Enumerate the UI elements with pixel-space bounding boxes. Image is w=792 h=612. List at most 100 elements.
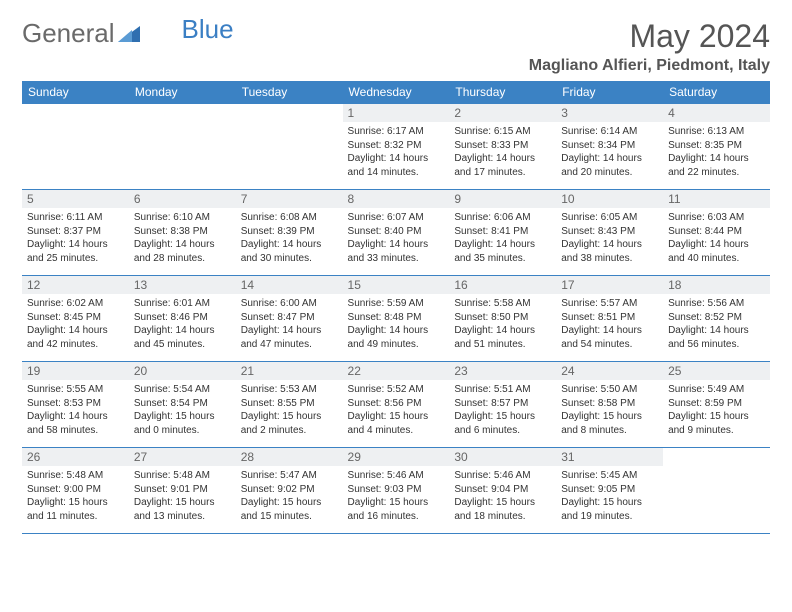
day-details: Sunrise: 5:54 AMSunset: 8:54 PMDaylight:… <box>129 380 236 441</box>
calendar-day-cell: 1Sunrise: 6:17 AMSunset: 8:32 PMDaylight… <box>343 104 450 190</box>
day-details: Sunrise: 5:53 AMSunset: 8:55 PMDaylight:… <box>236 380 343 441</box>
day-details: Sunrise: 5:55 AMSunset: 8:53 PMDaylight:… <box>22 380 129 441</box>
day-details: Sunrise: 6:05 AMSunset: 8:43 PMDaylight:… <box>556 208 663 269</box>
calendar-week-row: 19Sunrise: 5:55 AMSunset: 8:53 PMDayligh… <box>22 362 770 448</box>
calendar-week-row: 12Sunrise: 6:02 AMSunset: 8:45 PMDayligh… <box>22 276 770 362</box>
day-number: 31 <box>556 448 663 466</box>
calendar-day-cell: 3Sunrise: 6:14 AMSunset: 8:34 PMDaylight… <box>556 104 663 190</box>
calendar-day-cell: 5Sunrise: 6:11 AMSunset: 8:37 PMDaylight… <box>22 190 129 276</box>
day-details: Sunrise: 6:06 AMSunset: 8:41 PMDaylight:… <box>449 208 556 269</box>
day-details: Sunrise: 5:51 AMSunset: 8:57 PMDaylight:… <box>449 380 556 441</box>
day-number: 8 <box>343 190 450 208</box>
calendar-day-cell <box>663 448 770 534</box>
calendar-day-cell: 12Sunrise: 6:02 AMSunset: 8:45 PMDayligh… <box>22 276 129 362</box>
calendar-day-cell: 26Sunrise: 5:48 AMSunset: 9:00 PMDayligh… <box>22 448 129 534</box>
calendar-day-cell: 14Sunrise: 6:00 AMSunset: 8:47 PMDayligh… <box>236 276 343 362</box>
calendar-day-cell: 28Sunrise: 5:47 AMSunset: 9:02 PMDayligh… <box>236 448 343 534</box>
calendar-day-cell: 21Sunrise: 5:53 AMSunset: 8:55 PMDayligh… <box>236 362 343 448</box>
calendar-day-cell: 15Sunrise: 5:59 AMSunset: 8:48 PMDayligh… <box>343 276 450 362</box>
day-number: 18 <box>663 276 770 294</box>
logo-triangle-icon <box>118 18 140 49</box>
calendar-day-cell: 24Sunrise: 5:50 AMSunset: 8:58 PMDayligh… <box>556 362 663 448</box>
calendar-day-cell: 19Sunrise: 5:55 AMSunset: 8:53 PMDayligh… <box>22 362 129 448</box>
day-details: Sunrise: 6:07 AMSunset: 8:40 PMDaylight:… <box>343 208 450 269</box>
weekday-header: Monday <box>129 81 236 104</box>
day-number: 6 <box>129 190 236 208</box>
calendar-day-cell <box>22 104 129 190</box>
day-details: Sunrise: 5:57 AMSunset: 8:51 PMDaylight:… <box>556 294 663 355</box>
calendar-week-row: 1Sunrise: 6:17 AMSunset: 8:32 PMDaylight… <box>22 104 770 190</box>
calendar-day-cell: 22Sunrise: 5:52 AMSunset: 8:56 PMDayligh… <box>343 362 450 448</box>
day-details: Sunrise: 6:15 AMSunset: 8:33 PMDaylight:… <box>449 122 556 183</box>
day-number: 27 <box>129 448 236 466</box>
logo-text-2: Blue <box>182 14 234 45</box>
day-details: Sunrise: 6:03 AMSunset: 8:44 PMDaylight:… <box>663 208 770 269</box>
day-details: Sunrise: 5:52 AMSunset: 8:56 PMDaylight:… <box>343 380 450 441</box>
calendar-day-cell: 31Sunrise: 5:45 AMSunset: 9:05 PMDayligh… <box>556 448 663 534</box>
calendar-day-cell <box>236 104 343 190</box>
day-number: 2 <box>449 104 556 122</box>
day-number: 23 <box>449 362 556 380</box>
day-details: Sunrise: 6:00 AMSunset: 8:47 PMDaylight:… <box>236 294 343 355</box>
day-details: Sunrise: 5:59 AMSunset: 8:48 PMDaylight:… <box>343 294 450 355</box>
calendar-day-cell: 29Sunrise: 5:46 AMSunset: 9:03 PMDayligh… <box>343 448 450 534</box>
weekday-header: Sunday <box>22 81 129 104</box>
calendar-week-row: 5Sunrise: 6:11 AMSunset: 8:37 PMDaylight… <box>22 190 770 276</box>
day-details: Sunrise: 6:17 AMSunset: 8:32 PMDaylight:… <box>343 122 450 183</box>
logo: General Blue <box>22 18 234 49</box>
day-details: Sunrise: 6:11 AMSunset: 8:37 PMDaylight:… <box>22 208 129 269</box>
day-details: Sunrise: 6:10 AMSunset: 8:38 PMDaylight:… <box>129 208 236 269</box>
day-details: Sunrise: 5:47 AMSunset: 9:02 PMDaylight:… <box>236 466 343 527</box>
calendar-day-cell: 20Sunrise: 5:54 AMSunset: 8:54 PMDayligh… <box>129 362 236 448</box>
day-number: 11 <box>663 190 770 208</box>
day-number: 14 <box>236 276 343 294</box>
calendar-day-cell: 8Sunrise: 6:07 AMSunset: 8:40 PMDaylight… <box>343 190 450 276</box>
day-number: 24 <box>556 362 663 380</box>
day-details: Sunrise: 6:13 AMSunset: 8:35 PMDaylight:… <box>663 122 770 183</box>
day-details: Sunrise: 6:14 AMSunset: 8:34 PMDaylight:… <box>556 122 663 183</box>
day-number: 28 <box>236 448 343 466</box>
day-number: 15 <box>343 276 450 294</box>
logo-text-1: General <box>22 18 115 49</box>
day-details: Sunrise: 5:58 AMSunset: 8:50 PMDaylight:… <box>449 294 556 355</box>
day-details: Sunrise: 5:48 AMSunset: 9:01 PMDaylight:… <box>129 466 236 527</box>
weekday-header: Saturday <box>663 81 770 104</box>
calendar-day-cell: 2Sunrise: 6:15 AMSunset: 8:33 PMDaylight… <box>449 104 556 190</box>
day-details: Sunrise: 5:46 AMSunset: 9:04 PMDaylight:… <box>449 466 556 527</box>
weekday-header: Friday <box>556 81 663 104</box>
calendar-day-cell: 6Sunrise: 6:10 AMSunset: 8:38 PMDaylight… <box>129 190 236 276</box>
calendar-day-cell: 30Sunrise: 5:46 AMSunset: 9:04 PMDayligh… <box>449 448 556 534</box>
calendar-day-cell: 17Sunrise: 5:57 AMSunset: 8:51 PMDayligh… <box>556 276 663 362</box>
calendar-day-cell: 9Sunrise: 6:06 AMSunset: 8:41 PMDaylight… <box>449 190 556 276</box>
day-number: 16 <box>449 276 556 294</box>
day-number: 12 <box>22 276 129 294</box>
calendar-day-cell: 18Sunrise: 5:56 AMSunset: 8:52 PMDayligh… <box>663 276 770 362</box>
day-details: Sunrise: 5:50 AMSunset: 8:58 PMDaylight:… <box>556 380 663 441</box>
weekday-header-row: Sunday Monday Tuesday Wednesday Thursday… <box>22 81 770 104</box>
day-details: Sunrise: 5:56 AMSunset: 8:52 PMDaylight:… <box>663 294 770 355</box>
calendar-day-cell: 16Sunrise: 5:58 AMSunset: 8:50 PMDayligh… <box>449 276 556 362</box>
day-number: 5 <box>22 190 129 208</box>
weekday-header: Wednesday <box>343 81 450 104</box>
day-number: 29 <box>343 448 450 466</box>
day-number: 7 <box>236 190 343 208</box>
calendar-day-cell: 27Sunrise: 5:48 AMSunset: 9:01 PMDayligh… <box>129 448 236 534</box>
day-number: 13 <box>129 276 236 294</box>
weekday-header: Tuesday <box>236 81 343 104</box>
title-block: May 2024 Magliano Alfieri, Piedmont, Ita… <box>529 18 770 75</box>
day-details: Sunrise: 5:46 AMSunset: 9:03 PMDaylight:… <box>343 466 450 527</box>
day-number: 22 <box>343 362 450 380</box>
calendar-day-cell: 4Sunrise: 6:13 AMSunset: 8:35 PMDaylight… <box>663 104 770 190</box>
calendar-day-cell: 7Sunrise: 6:08 AMSunset: 8:39 PMDaylight… <box>236 190 343 276</box>
calendar-day-cell: 11Sunrise: 6:03 AMSunset: 8:44 PMDayligh… <box>663 190 770 276</box>
calendar-day-cell: 23Sunrise: 5:51 AMSunset: 8:57 PMDayligh… <box>449 362 556 448</box>
day-details: Sunrise: 6:01 AMSunset: 8:46 PMDaylight:… <box>129 294 236 355</box>
day-details: Sunrise: 5:48 AMSunset: 9:00 PMDaylight:… <box>22 466 129 527</box>
header: General Blue May 2024 Magliano Alfieri, … <box>22 18 770 75</box>
calendar-day-cell: 13Sunrise: 6:01 AMSunset: 8:46 PMDayligh… <box>129 276 236 362</box>
day-details: Sunrise: 5:45 AMSunset: 9:05 PMDaylight:… <box>556 466 663 527</box>
calendar-table: Sunday Monday Tuesday Wednesday Thursday… <box>22 81 770 534</box>
day-number: 19 <box>22 362 129 380</box>
location: Magliano Alfieri, Piedmont, Italy <box>529 57 770 75</box>
weekday-header: Thursday <box>449 81 556 104</box>
